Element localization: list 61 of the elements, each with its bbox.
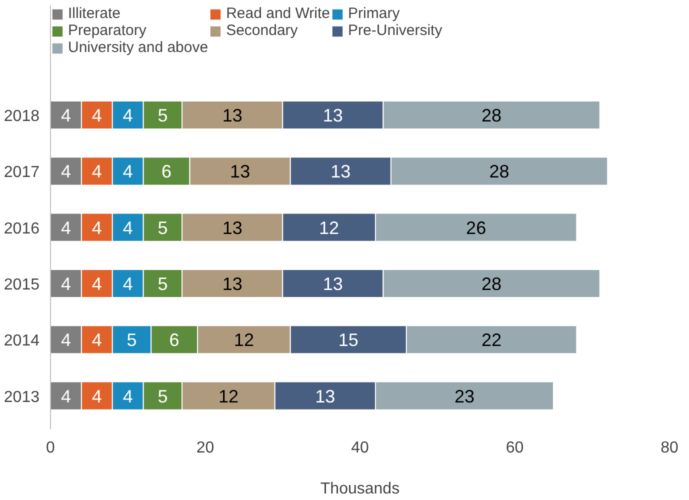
- data-label: 4: [60, 274, 71, 294]
- x-tick-label: 80: [660, 440, 678, 456]
- data-label: 6: [162, 162, 172, 182]
- data-label: 4: [122, 162, 133, 182]
- data-label: 4: [92, 106, 102, 126]
- legend-label: University and above: [68, 39, 208, 56]
- x-tick-label: 20: [196, 440, 214, 456]
- data-label: 12: [234, 330, 254, 350]
- y-tick-label: 2013: [4, 388, 40, 406]
- data-label: 23: [454, 386, 474, 406]
- data-label: 4: [92, 274, 102, 294]
- data-label: 4: [60, 106, 71, 126]
- x-tick-label: 40: [351, 440, 369, 456]
- legend-label: Preparatory: [68, 22, 146, 39]
- data-label: 4: [60, 218, 71, 238]
- legend-label: Read and Write: [226, 5, 330, 22]
- data-label: 13: [230, 162, 250, 182]
- y-tick-label: 2015: [4, 276, 40, 294]
- data-label: 4: [122, 274, 133, 294]
- data-label: 13: [322, 106, 343, 126]
- data-label: 13: [222, 218, 242, 238]
- data-label: 4: [122, 386, 133, 406]
- data-label: 5: [158, 274, 168, 294]
- data-label: 4: [60, 386, 71, 406]
- y-tick-label: 2016: [4, 220, 40, 238]
- data-label: 5: [158, 386, 168, 406]
- data-label: 4: [60, 162, 71, 182]
- data-label: 13: [222, 106, 242, 126]
- legend-label: Illiterate: [68, 5, 121, 22]
- data-label: 12: [319, 218, 340, 238]
- data-label: 4: [92, 218, 102, 238]
- data-label: 13: [322, 274, 343, 294]
- data-label: 13: [330, 162, 351, 182]
- legend-label: Secondary: [226, 22, 298, 39]
- data-label: 4: [122, 218, 133, 238]
- data-label: 12: [218, 386, 238, 406]
- data-label: 13: [315, 386, 336, 406]
- data-label: 26: [466, 218, 486, 238]
- data-label: 4: [60, 330, 71, 350]
- data-label: 6: [169, 330, 180, 350]
- data-label: 22: [482, 330, 502, 350]
- x-tick-label: 60: [506, 440, 524, 456]
- data-label: 5: [158, 218, 168, 238]
- x-axis-title: Thousands: [320, 480, 400, 498]
- data-label: 28: [482, 274, 502, 294]
- y-tick-label: 2014: [4, 332, 40, 350]
- data-label: 5: [158, 106, 168, 126]
- legend-label: Pre-University: [348, 22, 442, 39]
- data-label: 28: [489, 162, 510, 182]
- data-label: 15: [338, 330, 358, 350]
- y-tick-label: 2017: [4, 164, 40, 182]
- data-label: 4: [122, 106, 133, 126]
- data-label: 4: [92, 386, 102, 406]
- data-label: 13: [222, 274, 242, 294]
- data-label: 5: [126, 330, 137, 350]
- legend-label: Primary: [348, 5, 400, 22]
- data-label: 28: [482, 106, 502, 126]
- y-tick-label: 2018: [4, 108, 40, 126]
- data-label: 4: [92, 330, 102, 350]
- data-label: 4: [92, 162, 102, 182]
- x-tick-label: 0: [46, 440, 56, 456]
